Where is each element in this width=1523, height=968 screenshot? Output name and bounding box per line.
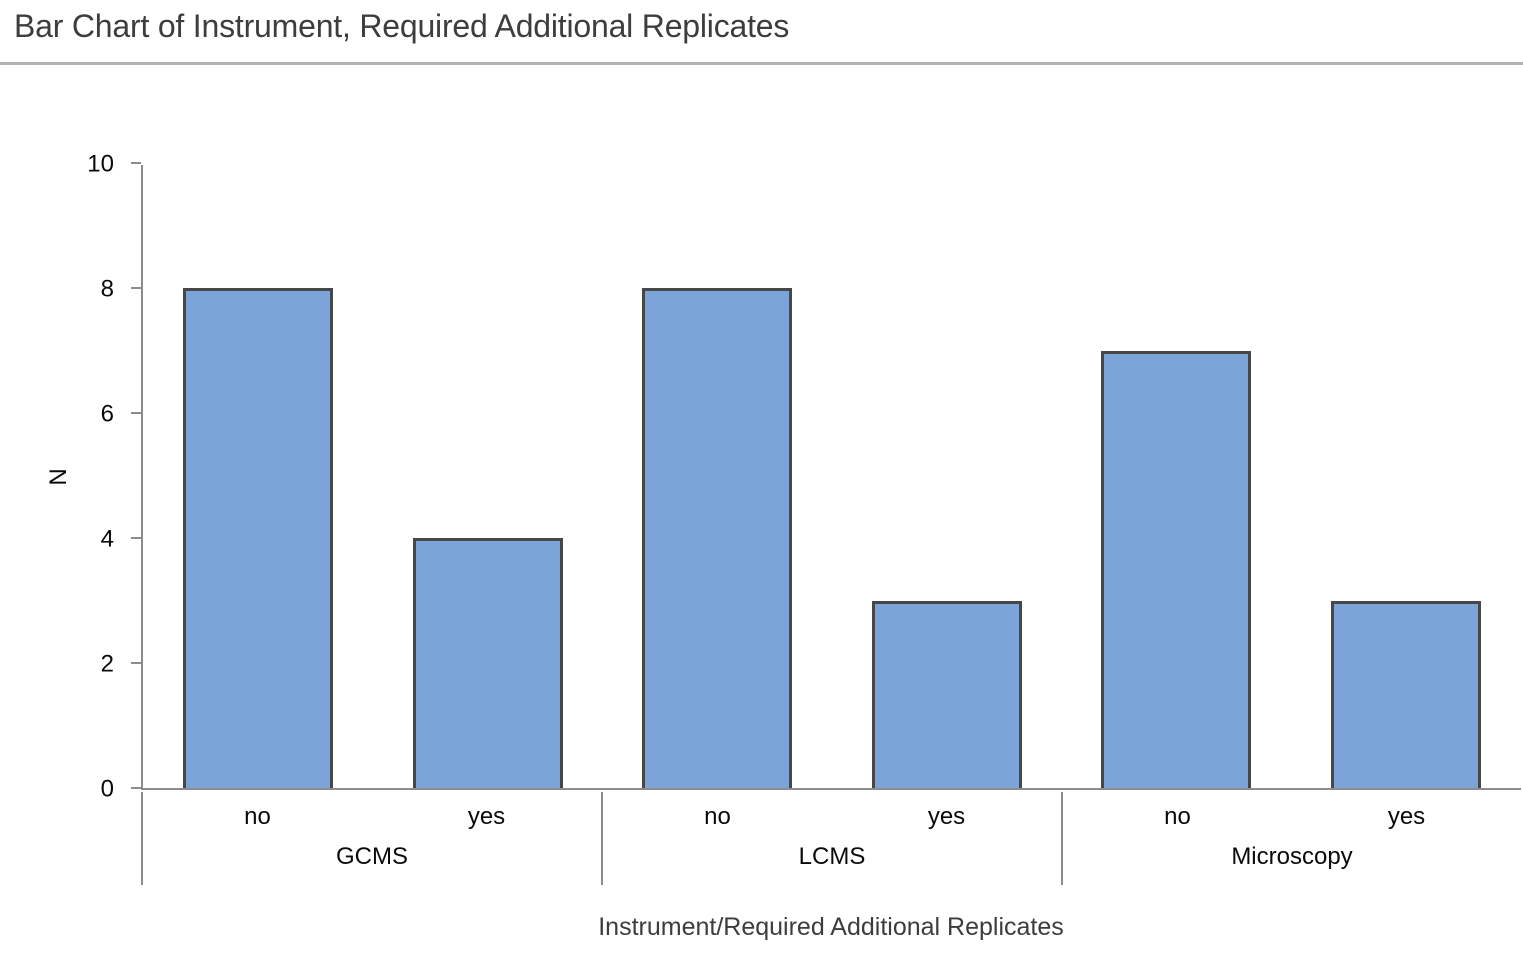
y-tick-mark <box>131 162 141 164</box>
bar-group-microscopy <box>1062 165 1521 788</box>
y-tick-mark <box>131 787 141 789</box>
category-label-no: no <box>704 803 731 830</box>
x-group-gcms: no yes GCMS <box>141 792 601 885</box>
bar-group-gcms <box>143 165 602 788</box>
category-label-row: no yes <box>143 803 601 830</box>
group-label-gcms: GCMS <box>336 843 408 871</box>
bar-slot <box>1291 165 1521 788</box>
category-label-no: no <box>244 803 271 830</box>
x-group-microscopy: no yes Microscopy <box>1061 792 1521 885</box>
bar-gcms-yes <box>412 538 563 788</box>
y-tick-label: 8 <box>100 275 114 303</box>
y-tick-label: 10 <box>87 150 114 178</box>
y-tick-mark <box>131 287 141 289</box>
y-tick-mark <box>131 662 141 664</box>
bar-slot <box>373 165 603 788</box>
bar-microscopy-yes <box>1331 600 1482 788</box>
category-label-yes: yes <box>1387 803 1426 830</box>
y-tick-mark <box>131 537 141 539</box>
x-axis-labels: no yes GCMS no yes LCMS no yes Microscopy <box>141 792 1521 885</box>
y-axis-label: N <box>45 468 72 486</box>
y-tick-label: 6 <box>100 400 114 428</box>
bar-gcms-no <box>182 288 333 788</box>
bar-slot <box>602 165 832 788</box>
category-label-yes: yes <box>467 803 506 830</box>
x-group-lcms: no yes LCMS <box>601 792 1061 885</box>
bar-microscopy-no <box>1101 350 1252 788</box>
chart-title: Bar Chart of Instrument, Required Additi… <box>14 8 790 44</box>
category-label-no: no <box>1164 803 1191 830</box>
group-label-lcms: LCMS <box>798 843 866 871</box>
x-axis-title: Instrument/Required Additional Replicate… <box>598 913 1064 941</box>
plot-area: 0 2 4 6 8 10 <box>87 152 1521 801</box>
category-label-row: no yes <box>603 803 1061 830</box>
bars-container <box>143 165 1521 788</box>
bar-slot <box>143 165 373 788</box>
y-tick-label: 0 <box>100 775 114 803</box>
category-label-yes: yes <box>927 803 966 830</box>
bar-lcms-no <box>642 288 793 788</box>
bar-slot <box>832 165 1062 788</box>
y-tick-mark <box>131 412 141 414</box>
y-tick-label: 4 <box>100 525 114 553</box>
title-divider <box>0 62 1523 65</box>
bar-group-lcms <box>602 165 1061 788</box>
bar-slot <box>1062 165 1292 788</box>
group-label-microscopy: Microscopy <box>1231 843 1353 871</box>
category-label-row: no yes <box>1063 803 1521 830</box>
y-tick-label: 2 <box>100 650 114 678</box>
bar-lcms-yes <box>871 600 1022 788</box>
